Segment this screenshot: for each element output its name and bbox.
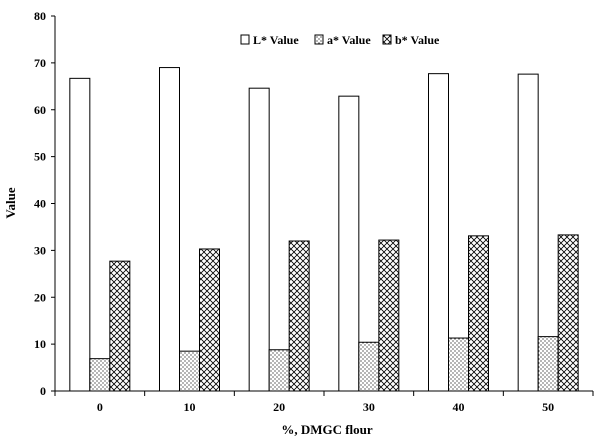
x-tick-label: 20 bbox=[273, 400, 285, 414]
legend-label: L* Value bbox=[253, 33, 299, 47]
x-tick-label: 50 bbox=[542, 400, 554, 414]
bars-layer bbox=[69, 67, 579, 392]
bar bbox=[338, 95, 360, 392]
legend-box bbox=[236, 28, 446, 52]
bar bbox=[69, 77, 91, 392]
axes-layer: 0 10 20 30 40 50 60 70 80 0 10 20 30 40 50 bbox=[34, 9, 594, 414]
legend: L* Value a* Value b* Value bbox=[236, 28, 446, 52]
bar bbox=[537, 336, 559, 392]
y-tick-label: 30 bbox=[34, 243, 46, 257]
y-tick-label: 10 bbox=[34, 337, 46, 351]
bar bbox=[199, 248, 220, 392]
bar bbox=[159, 67, 180, 392]
legend-swatch bbox=[314, 34, 324, 45]
legend-label: b* Value bbox=[395, 33, 440, 47]
x-axis-title: %, DMGC flour bbox=[281, 422, 373, 437]
y-tick-label: 60 bbox=[34, 103, 46, 117]
y-tick-label: 70 bbox=[34, 56, 46, 70]
bar bbox=[517, 73, 539, 392]
y-tick-label: 20 bbox=[34, 290, 46, 304]
bar bbox=[109, 260, 131, 392]
bar bbox=[378, 239, 400, 392]
legend-swatch bbox=[240, 34, 250, 45]
bar bbox=[448, 337, 469, 392]
bar bbox=[557, 234, 579, 392]
bar bbox=[268, 349, 290, 392]
y-tick-label: 0 bbox=[40, 384, 46, 398]
bar bbox=[468, 235, 489, 392]
bar bbox=[248, 87, 270, 392]
bar bbox=[428, 73, 449, 392]
bar bbox=[358, 341, 380, 392]
bar bbox=[89, 358, 111, 392]
y-axis-title: Value bbox=[3, 187, 18, 219]
bar bbox=[179, 350, 200, 392]
x-tick-label: 30 bbox=[363, 400, 375, 414]
x-tick-label: 0 bbox=[97, 400, 103, 414]
y-tick-label: 40 bbox=[34, 197, 46, 211]
legend-label: a* Value bbox=[327, 33, 371, 47]
x-tick-label: 10 bbox=[184, 400, 196, 414]
legend-swatch bbox=[382, 34, 392, 45]
y-tick-label: 80 bbox=[34, 9, 46, 23]
bar bbox=[288, 240, 310, 392]
x-tick-label: 40 bbox=[453, 400, 465, 414]
y-tick-label: 50 bbox=[34, 150, 46, 164]
